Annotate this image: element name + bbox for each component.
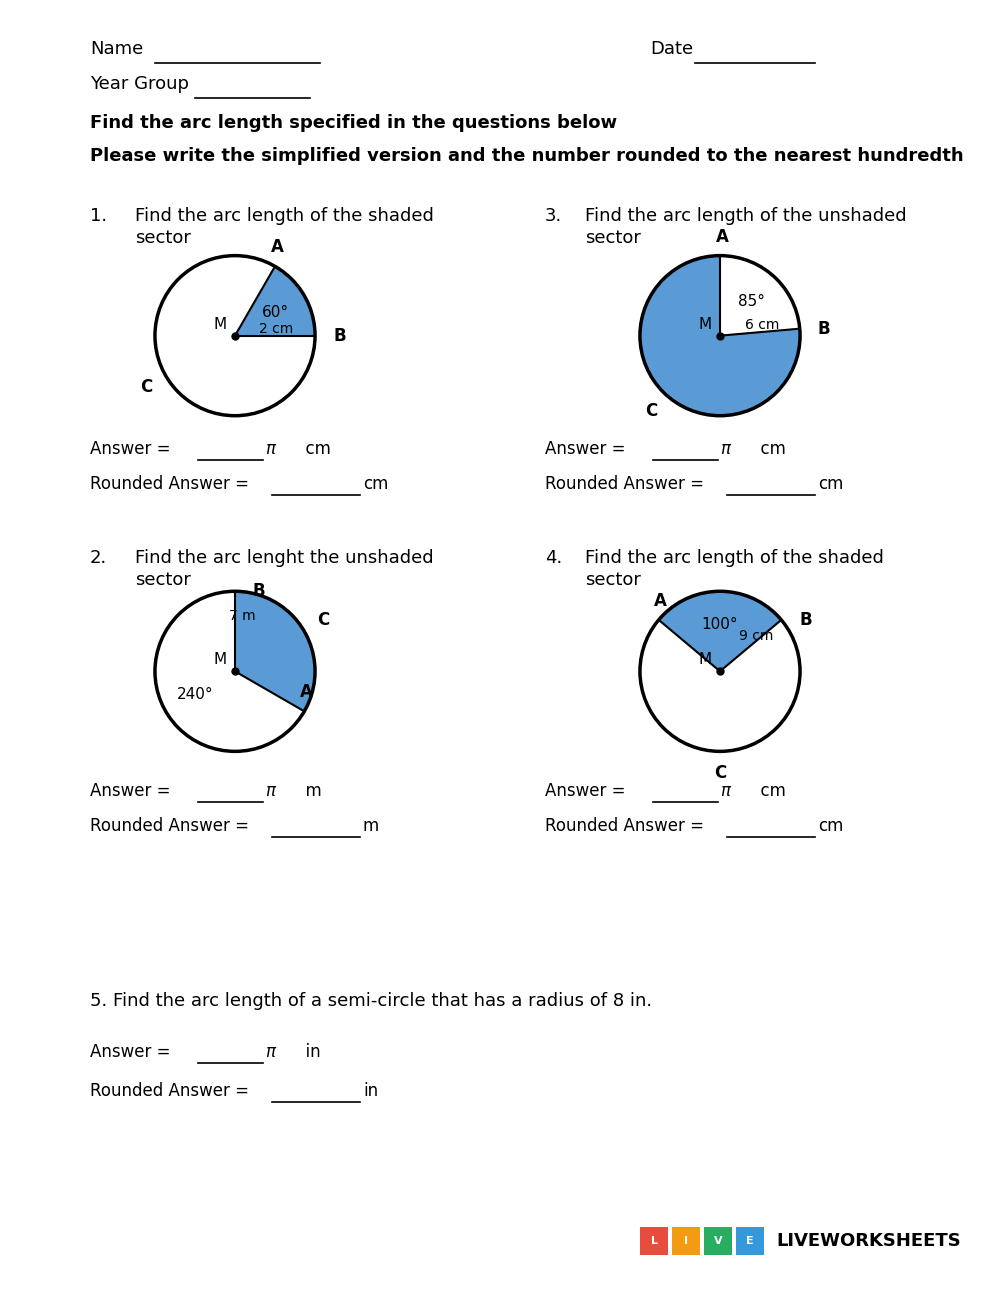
Text: 3.: 3.: [545, 207, 562, 225]
Text: A: A: [654, 591, 667, 609]
Text: Find the arc length of the shaded: Find the arc length of the shaded: [135, 207, 434, 225]
Text: 2 cm: 2 cm: [259, 321, 294, 336]
Text: Answer =: Answer =: [90, 782, 176, 800]
Text: 85°: 85°: [738, 294, 765, 309]
Text: LIVEWORKSHEETS: LIVEWORKSHEETS: [776, 1232, 961, 1250]
Text: M: M: [214, 652, 227, 667]
Text: M: M: [699, 316, 712, 332]
Text: Rounded Answer =: Rounded Answer =: [90, 475, 254, 493]
Text: Rounded Answer =: Rounded Answer =: [90, 817, 254, 835]
Text: π: π: [265, 1043, 275, 1061]
Text: B: B: [799, 611, 812, 629]
Text: 100°: 100°: [702, 617, 738, 633]
Wedge shape: [235, 591, 315, 711]
Text: cm: cm: [363, 475, 388, 493]
Bar: [672, 1226, 700, 1255]
Text: sector: sector: [135, 571, 191, 589]
Text: Name: Name: [90, 40, 143, 58]
Text: Find the arc length of the unshaded: Find the arc length of the unshaded: [585, 207, 907, 225]
Text: M: M: [699, 652, 712, 667]
Text: 1.: 1.: [90, 207, 107, 225]
Text: Answer =: Answer =: [545, 782, 631, 800]
Text: π: π: [720, 782, 730, 800]
Text: Rounded Answer =: Rounded Answer =: [545, 475, 709, 493]
Text: sector: sector: [585, 229, 641, 247]
Text: B: B: [253, 582, 266, 600]
Text: Year Group: Year Group: [90, 75, 189, 93]
Text: cm: cm: [818, 475, 843, 493]
Text: cm: cm: [295, 440, 331, 458]
Text: 7 m: 7 m: [229, 608, 255, 622]
Text: Rounded Answer =: Rounded Answer =: [90, 1082, 254, 1100]
Text: Find the arc length specified in the questions below: Find the arc length specified in the que…: [90, 114, 617, 132]
Text: Answer =: Answer =: [90, 1043, 176, 1061]
Text: Find the arc lenght the unshaded: Find the arc lenght the unshaded: [135, 549, 434, 567]
Text: C: C: [714, 764, 726, 782]
Text: cm: cm: [750, 782, 786, 800]
Text: π: π: [265, 440, 275, 458]
Text: B: B: [818, 320, 830, 338]
Text: 4.: 4.: [545, 549, 562, 567]
Text: I: I: [684, 1235, 688, 1246]
Text: A: A: [300, 683, 313, 701]
Text: m: m: [295, 782, 322, 800]
Bar: [736, 1226, 764, 1255]
Text: Answer =: Answer =: [90, 440, 176, 458]
Text: C: C: [645, 402, 657, 420]
Bar: [704, 1226, 732, 1255]
Text: m: m: [363, 817, 379, 835]
Text: Answer =: Answer =: [545, 440, 631, 458]
Text: C: C: [141, 378, 153, 395]
Text: 240°: 240°: [176, 687, 213, 702]
Text: π: π: [720, 440, 730, 458]
Text: E: E: [746, 1235, 754, 1246]
Text: in: in: [363, 1082, 378, 1100]
Text: Please write the simplified version and the number rounded to the nearest hundre: Please write the simplified version and …: [90, 147, 964, 165]
Text: M: M: [214, 316, 227, 332]
Text: L: L: [650, 1235, 658, 1246]
Text: cm: cm: [818, 817, 843, 835]
Bar: [640, 1226, 668, 1255]
Wedge shape: [659, 591, 781, 671]
Text: 5. Find the arc length of a semi-circle that has a radius of 8 in.: 5. Find the arc length of a semi-circle …: [90, 991, 652, 1010]
Text: V: V: [714, 1235, 722, 1246]
Text: 60°: 60°: [262, 305, 289, 320]
Text: 2.: 2.: [90, 549, 107, 567]
Text: Rounded Answer =: Rounded Answer =: [545, 817, 709, 835]
Text: Date: Date: [650, 40, 693, 58]
Text: C: C: [317, 612, 329, 629]
Text: sector: sector: [135, 229, 191, 247]
Text: 9 cm: 9 cm: [739, 629, 774, 643]
Text: A: A: [271, 239, 283, 257]
Text: cm: cm: [750, 440, 786, 458]
Text: A: A: [716, 227, 728, 245]
Text: in: in: [295, 1043, 321, 1061]
Text: 6 cm: 6 cm: [745, 318, 779, 332]
Wedge shape: [640, 256, 800, 416]
Text: π: π: [265, 782, 275, 800]
Wedge shape: [235, 266, 315, 336]
Text: Find the arc length of the shaded: Find the arc length of the shaded: [585, 549, 884, 567]
Text: B: B: [333, 327, 346, 345]
Text: sector: sector: [585, 571, 641, 589]
